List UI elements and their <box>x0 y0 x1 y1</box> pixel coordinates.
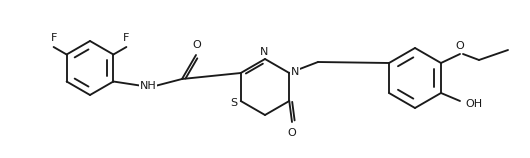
Text: N: N <box>292 67 299 77</box>
Text: O: O <box>288 128 296 138</box>
Text: S: S <box>231 98 238 108</box>
Text: F: F <box>50 33 57 43</box>
Text: O: O <box>192 40 201 50</box>
Text: NH: NH <box>139 81 156 91</box>
Text: OH: OH <box>465 99 482 109</box>
Text: N: N <box>260 47 268 57</box>
Text: F: F <box>123 33 129 43</box>
Text: O: O <box>456 41 464 51</box>
